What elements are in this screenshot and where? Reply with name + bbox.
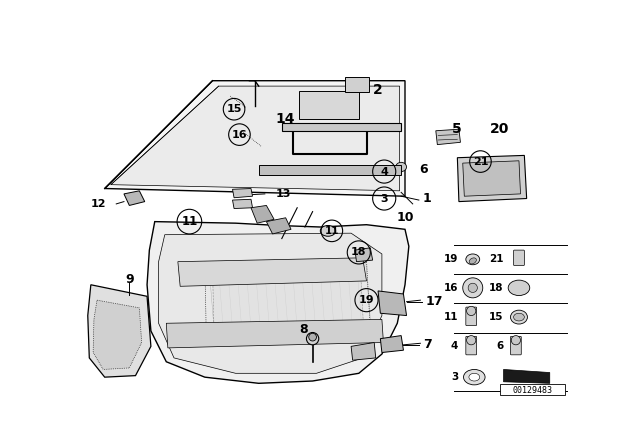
- Text: 18: 18: [489, 283, 504, 293]
- Text: 6: 6: [419, 163, 428, 176]
- Text: 14: 14: [276, 112, 296, 126]
- Polygon shape: [345, 77, 369, 92]
- Polygon shape: [259, 165, 401, 176]
- Polygon shape: [105, 81, 405, 196]
- Polygon shape: [111, 86, 399, 191]
- Circle shape: [463, 278, 483, 298]
- Text: 4: 4: [380, 167, 388, 177]
- Text: 16: 16: [232, 129, 247, 140]
- Polygon shape: [463, 161, 520, 196]
- Text: 21: 21: [489, 254, 504, 264]
- Polygon shape: [282, 123, 401, 131]
- Polygon shape: [299, 91, 359, 119]
- Text: 9: 9: [125, 273, 134, 286]
- FancyBboxPatch shape: [511, 336, 521, 355]
- Polygon shape: [251, 206, 274, 223]
- Text: 19: 19: [358, 295, 374, 305]
- Text: 16: 16: [444, 283, 458, 293]
- FancyBboxPatch shape: [466, 307, 477, 326]
- Circle shape: [468, 283, 477, 293]
- Polygon shape: [147, 222, 409, 383]
- Circle shape: [307, 332, 319, 345]
- Ellipse shape: [511, 310, 527, 324]
- Polygon shape: [378, 291, 406, 315]
- Text: 20: 20: [490, 122, 509, 136]
- Text: 8: 8: [299, 323, 308, 336]
- Ellipse shape: [320, 225, 336, 236]
- Text: 21: 21: [473, 156, 488, 167]
- Circle shape: [511, 336, 520, 345]
- Ellipse shape: [513, 313, 524, 321]
- Text: 11: 11: [324, 226, 339, 236]
- Ellipse shape: [396, 162, 406, 172]
- FancyBboxPatch shape: [466, 336, 477, 355]
- Polygon shape: [124, 191, 145, 206]
- Text: 3: 3: [380, 194, 388, 203]
- Text: 11: 11: [181, 215, 198, 228]
- Text: 00129483: 00129483: [512, 386, 552, 395]
- Text: 1: 1: [422, 192, 431, 205]
- Text: 15: 15: [489, 312, 504, 322]
- Polygon shape: [380, 336, 403, 353]
- Text: 19: 19: [444, 254, 458, 264]
- Polygon shape: [212, 266, 364, 332]
- Polygon shape: [355, 248, 372, 262]
- Text: 4: 4: [451, 341, 458, 351]
- Text: 2: 2: [373, 83, 383, 97]
- Text: 11: 11: [444, 312, 458, 322]
- Polygon shape: [458, 155, 527, 202]
- Circle shape: [308, 333, 316, 341]
- Polygon shape: [93, 300, 141, 370]
- Polygon shape: [266, 218, 291, 234]
- Text: 18: 18: [351, 247, 367, 258]
- Polygon shape: [232, 189, 253, 198]
- Polygon shape: [232, 199, 253, 208]
- Text: 13: 13: [276, 189, 291, 199]
- Polygon shape: [178, 258, 367, 286]
- Text: 15: 15: [227, 104, 242, 114]
- Text: 10: 10: [396, 211, 413, 224]
- Polygon shape: [351, 343, 376, 360]
- FancyBboxPatch shape: [513, 250, 524, 266]
- Text: 3: 3: [451, 372, 458, 382]
- Polygon shape: [504, 370, 550, 383]
- Ellipse shape: [508, 280, 530, 296]
- Ellipse shape: [469, 258, 476, 264]
- Circle shape: [467, 306, 476, 315]
- Circle shape: [467, 336, 476, 345]
- Polygon shape: [88, 285, 151, 377]
- Ellipse shape: [466, 254, 480, 265]
- Polygon shape: [159, 233, 382, 373]
- Text: 5: 5: [452, 122, 461, 136]
- Text: 12: 12: [91, 199, 106, 209]
- Text: 6: 6: [496, 341, 504, 351]
- Text: 7: 7: [422, 338, 431, 351]
- Polygon shape: [436, 129, 460, 145]
- Ellipse shape: [463, 370, 485, 385]
- Ellipse shape: [469, 373, 480, 381]
- Text: 17: 17: [426, 295, 444, 308]
- Polygon shape: [166, 319, 383, 348]
- FancyBboxPatch shape: [500, 384, 565, 395]
